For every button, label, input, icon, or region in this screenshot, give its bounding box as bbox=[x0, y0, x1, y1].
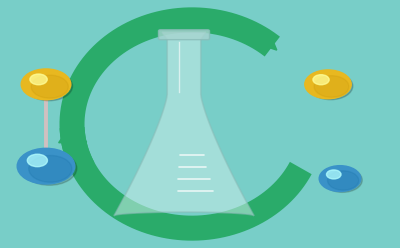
Circle shape bbox=[305, 70, 351, 99]
Circle shape bbox=[323, 168, 362, 192]
Circle shape bbox=[17, 148, 75, 184]
Circle shape bbox=[309, 72, 353, 100]
Circle shape bbox=[21, 69, 71, 100]
Polygon shape bbox=[246, 30, 277, 50]
Polygon shape bbox=[114, 32, 254, 216]
Circle shape bbox=[30, 74, 47, 85]
Circle shape bbox=[328, 171, 359, 190]
FancyBboxPatch shape bbox=[158, 30, 210, 40]
Circle shape bbox=[29, 155, 72, 182]
Circle shape bbox=[313, 75, 329, 85]
Polygon shape bbox=[59, 123, 87, 143]
Circle shape bbox=[22, 151, 77, 185]
Circle shape bbox=[27, 154, 48, 167]
Circle shape bbox=[31, 75, 68, 98]
Circle shape bbox=[26, 72, 72, 101]
Circle shape bbox=[326, 170, 341, 179]
Circle shape bbox=[319, 166, 361, 191]
Circle shape bbox=[314, 76, 349, 97]
